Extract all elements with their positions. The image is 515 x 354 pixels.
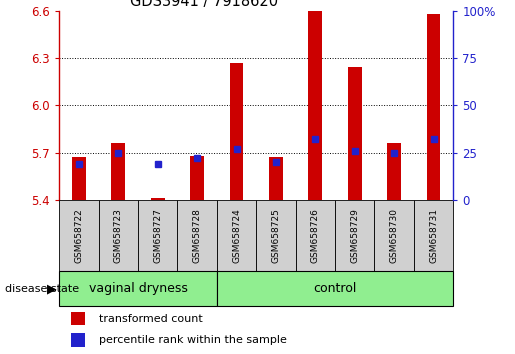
Bar — [256, 200, 296, 271]
Text: GSM658730: GSM658730 — [390, 208, 399, 263]
Text: GSM658731: GSM658731 — [429, 208, 438, 263]
Text: control: control — [313, 282, 357, 295]
Bar — [348, 67, 362, 200]
Text: disease state: disease state — [5, 284, 79, 293]
Text: GDS3941 / 7918620: GDS3941 / 7918620 — [130, 0, 278, 10]
Text: GSM658729: GSM658729 — [350, 208, 359, 263]
Text: GSM658727: GSM658727 — [153, 208, 162, 263]
Bar — [335, 200, 374, 271]
Text: vaginal dryness: vaginal dryness — [89, 282, 187, 295]
Text: transformed count: transformed count — [99, 314, 202, 324]
Text: GSM658724: GSM658724 — [232, 208, 241, 263]
Bar — [59, 200, 99, 271]
Bar — [296, 200, 335, 271]
Bar — [151, 198, 165, 200]
Text: GSM658722: GSM658722 — [75, 208, 83, 263]
Bar — [308, 11, 322, 200]
Text: GSM658728: GSM658728 — [193, 208, 201, 263]
Text: GSM658726: GSM658726 — [311, 208, 320, 263]
Bar — [138, 200, 177, 271]
Text: GSM658725: GSM658725 — [271, 208, 280, 263]
Text: ▶: ▶ — [47, 282, 56, 295]
Text: GSM658723: GSM658723 — [114, 208, 123, 263]
Bar — [71, 312, 85, 325]
Bar — [374, 200, 414, 271]
Bar — [387, 143, 401, 200]
Bar — [59, 271, 217, 306]
Bar — [217, 200, 256, 271]
Bar — [426, 14, 440, 200]
Bar — [71, 333, 85, 347]
Bar — [111, 143, 125, 200]
Bar — [190, 156, 204, 200]
Bar — [230, 63, 244, 200]
Bar — [414, 200, 453, 271]
Bar — [217, 271, 453, 306]
Bar — [99, 200, 138, 271]
Bar — [269, 156, 283, 200]
Bar — [177, 200, 217, 271]
Bar — [72, 158, 86, 200]
Text: percentile rank within the sample: percentile rank within the sample — [99, 335, 286, 345]
